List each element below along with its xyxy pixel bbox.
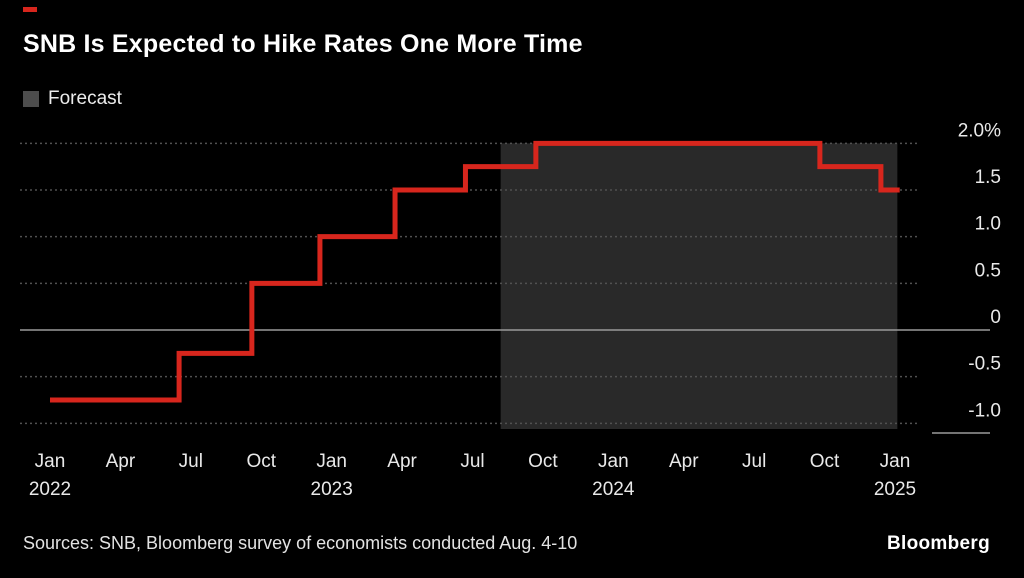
x-axis-label: Jul	[460, 451, 484, 472]
bloomberg-logo: Bloomberg	[887, 533, 990, 554]
x-axis-year-label: 2022	[29, 479, 71, 500]
x-axis-label: Jan	[316, 451, 347, 472]
y-axis-label: 1.5	[975, 167, 1001, 188]
chart-footer: Sources: SNB, Bloomberg survey of econom…	[23, 533, 990, 555]
x-axis-label: Jan	[35, 451, 66, 472]
y-axis-label: 0	[990, 307, 1001, 328]
x-axis-label: Jul	[179, 451, 203, 472]
brand-accent-bar	[23, 7, 37, 12]
y-axis-label: -1.0	[968, 400, 1001, 421]
forecast-region	[500, 143, 898, 429]
x-axis-label: Oct	[246, 451, 276, 472]
x-axis-year-label: 2025	[874, 479, 916, 500]
forecast-legend-label: Forecast	[48, 88, 122, 109]
y-axis-label: 0.5	[975, 260, 1001, 281]
y-axis-label: -0.5	[968, 354, 1001, 375]
x-axis-label: Apr	[669, 451, 699, 472]
x-axis-label: Oct	[528, 451, 558, 472]
x-axis-label: Jan	[880, 451, 911, 472]
y-axis-label: 1.0	[975, 214, 1001, 235]
rate-line	[50, 140, 900, 403]
y-axis-label: 2.0%	[958, 120, 1001, 141]
chart-title: SNB Is Expected to Hike Rates One More T…	[23, 30, 583, 58]
x-axis-label: Oct	[810, 451, 840, 472]
x-axis-year-label: 2024	[592, 479, 635, 500]
x-axis-label: Apr	[387, 451, 417, 472]
sources-note: Sources: SNB, Bloomberg survey of econom…	[23, 533, 578, 553]
legend: Forecast	[23, 88, 122, 110]
x-axis-label: Jul	[742, 451, 766, 472]
forecast-legend-swatch	[23, 91, 39, 107]
x-axis-year-label: 2023	[311, 479, 353, 500]
x-axis-label: Jan	[598, 451, 629, 472]
x-axis-label: Apr	[106, 451, 136, 472]
